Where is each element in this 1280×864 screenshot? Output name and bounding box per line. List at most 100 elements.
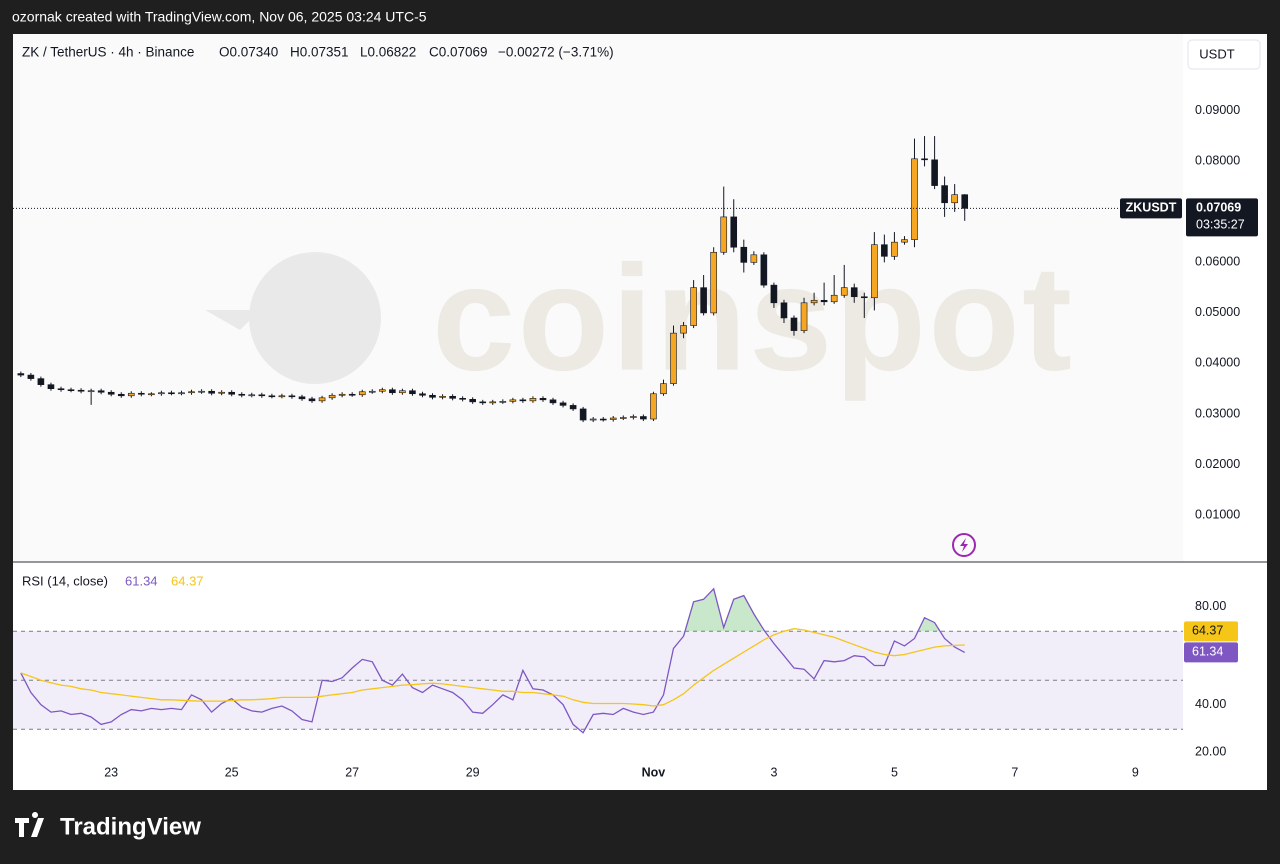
currency-label[interactable]: USDT bbox=[1199, 46, 1234, 61]
candle-body bbox=[218, 391, 225, 394]
watermark-logo-tail bbox=[205, 310, 260, 330]
rsi-line bbox=[20, 628, 965, 707]
candle-body bbox=[911, 158, 918, 240]
candle-body bbox=[67, 389, 75, 392]
candle-body bbox=[268, 395, 276, 398]
candle-body bbox=[951, 194, 958, 204]
candle-body bbox=[358, 391, 366, 396]
candle-body bbox=[77, 389, 85, 392]
candle-body bbox=[348, 393, 356, 396]
candle-body bbox=[328, 394, 336, 399]
candle-body bbox=[740, 246, 748, 263]
candle-body bbox=[770, 284, 778, 304]
candle-body bbox=[178, 392, 185, 395]
x-tick-label: 7 bbox=[1011, 765, 1018, 779]
candle-body bbox=[47, 384, 55, 390]
y-tick-label: 0.04000 bbox=[1195, 356, 1240, 370]
symbol-tag-bg bbox=[1120, 198, 1182, 219]
x-tick-label: 25 bbox=[225, 765, 239, 779]
candle-body bbox=[439, 395, 446, 398]
candle-body bbox=[107, 391, 115, 395]
candle-body bbox=[730, 216, 738, 248]
candle-body bbox=[750, 254, 758, 263]
candle-body bbox=[871, 244, 878, 299]
candle-body bbox=[409, 390, 416, 395]
rsi-tick-label: 20.00 bbox=[1195, 744, 1226, 758]
candle-body bbox=[891, 241, 898, 257]
ohlc-close: C0.07069 bbox=[429, 45, 488, 60]
candle-body bbox=[97, 390, 105, 393]
candle-body bbox=[620, 417, 627, 419]
currency-button[interactable] bbox=[1187, 39, 1261, 70]
candle-body bbox=[429, 394, 436, 398]
candle-body bbox=[519, 399, 527, 402]
candle-body bbox=[800, 302, 808, 331]
candle-body bbox=[599, 418, 607, 421]
rsi-line bbox=[20, 587, 966, 734]
candle-body bbox=[780, 302, 788, 319]
flash-bolt[interactable] bbox=[960, 538, 968, 552]
candle-body bbox=[690, 287, 697, 326]
candle-body bbox=[37, 378, 45, 385]
flash-circle[interactable] bbox=[952, 533, 976, 557]
footer-brand: TradingView bbox=[60, 813, 201, 840]
last-price-tag-bg bbox=[1186, 198, 1258, 237]
candle-body bbox=[650, 393, 657, 420]
y-tick-label: 0.08000 bbox=[1195, 154, 1240, 168]
candle-body bbox=[640, 416, 647, 420]
x-tick-label: 3 bbox=[770, 765, 777, 779]
ohlc-change: −0.00272 (−3.71%) bbox=[498, 45, 614, 60]
candle-body bbox=[509, 399, 517, 402]
rsi-title: RSI (14, close) bbox=[22, 573, 108, 588]
candle-body bbox=[539, 398, 547, 401]
candle-body bbox=[198, 390, 205, 393]
candle-body bbox=[238, 393, 246, 396]
candle-body bbox=[700, 287, 707, 314]
flash-icon[interactable] bbox=[952, 533, 976, 557]
x-tick-label: 5 bbox=[891, 765, 898, 779]
candle-body bbox=[27, 374, 35, 379]
candle-body bbox=[127, 392, 135, 397]
candle-body bbox=[549, 399, 557, 404]
candle-body bbox=[760, 254, 768, 286]
rsi-legend-value: 64.37 bbox=[171, 573, 204, 588]
price-pane bbox=[13, 34, 1183, 561]
candle-body bbox=[961, 194, 969, 209]
candle-body bbox=[298, 396, 306, 400]
y-tick-label: 0.09000 bbox=[1195, 103, 1240, 117]
candle-body bbox=[479, 401, 487, 404]
y-tick-label: 0.03000 bbox=[1195, 406, 1240, 420]
ohlc-open: O0.07340 bbox=[219, 45, 278, 60]
candle-body bbox=[17, 373, 25, 376]
candle-body bbox=[449, 395, 456, 399]
rsi-axis-tag: 61.34 bbox=[1192, 645, 1223, 659]
candle-body bbox=[399, 390, 406, 394]
candle-body bbox=[499, 401, 507, 403]
last-price-tag: 0.07069 bbox=[1196, 201, 1241, 215]
candle-body bbox=[188, 391, 195, 394]
x-tick-label: 9 bbox=[1132, 765, 1139, 779]
candle-body bbox=[168, 392, 175, 395]
candle-body bbox=[680, 325, 687, 334]
footer-logo bbox=[15, 812, 44, 837]
credit: ozornak created with TradingView.com, No… bbox=[12, 9, 427, 25]
candle-body bbox=[469, 399, 476, 403]
candle-body bbox=[459, 398, 466, 400]
candle-body bbox=[670, 332, 677, 384]
rsi-axis-tag-bg bbox=[1184, 621, 1238, 642]
rsi-tick-label: 40.00 bbox=[1195, 697, 1226, 711]
countdown: 03:35:27 bbox=[1196, 218, 1245, 232]
candle-body bbox=[569, 405, 577, 410]
candle-body bbox=[57, 388, 65, 391]
candle-body bbox=[248, 394, 256, 397]
candle-body bbox=[379, 389, 386, 392]
symbol-tag: ZKUSDT bbox=[1126, 201, 1177, 215]
x-tick-label: Nov bbox=[642, 765, 666, 779]
candle-body bbox=[278, 395, 286, 398]
candle-body bbox=[158, 392, 165, 395]
rsi-axis-tag: 64.37 bbox=[1192, 624, 1223, 638]
candle-body bbox=[489, 401, 497, 404]
candle-body bbox=[368, 390, 376, 393]
candle-body bbox=[790, 317, 798, 331]
